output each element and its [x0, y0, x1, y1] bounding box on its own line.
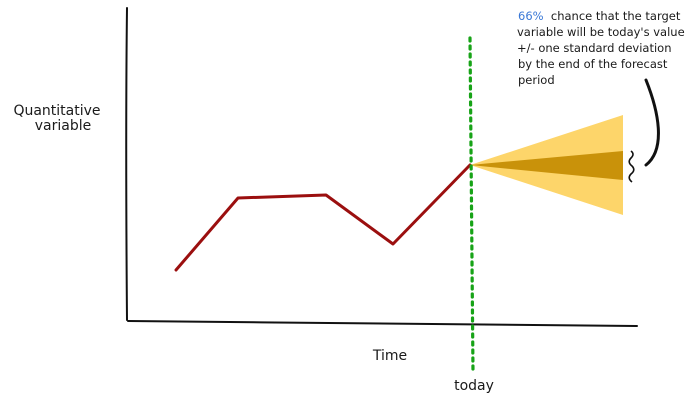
x-axis: [127, 320, 638, 327]
annotation-line1-rest: chance that the target: [544, 9, 681, 23]
history-line: [174, 163, 472, 272]
annotation-line3: +/- one standard deviation: [517, 41, 672, 55]
annotation-line4: by the end of the forecast: [518, 57, 668, 71]
y-axis-label-line1: Quantitative: [13, 103, 100, 119]
x-axis-label: Time: [372, 348, 407, 364]
annotation-line1: 66% chance that the target: [518, 9, 681, 23]
inner-forecast-band: [470, 151, 623, 180]
today-label: today: [454, 378, 494, 394]
annotation-line2: variable will be today's value: [517, 25, 685, 39]
y-axis: [125, 7, 128, 321]
y-axis-label-line2: variable: [35, 118, 91, 134]
wavy-brace-icon: [628, 150, 635, 183]
annotation-line5: period: [518, 73, 555, 87]
curved-arrow-icon: [644, 78, 660, 167]
annotation-percent: 66%: [518, 9, 544, 23]
today-marker-line: [468, 36, 475, 374]
